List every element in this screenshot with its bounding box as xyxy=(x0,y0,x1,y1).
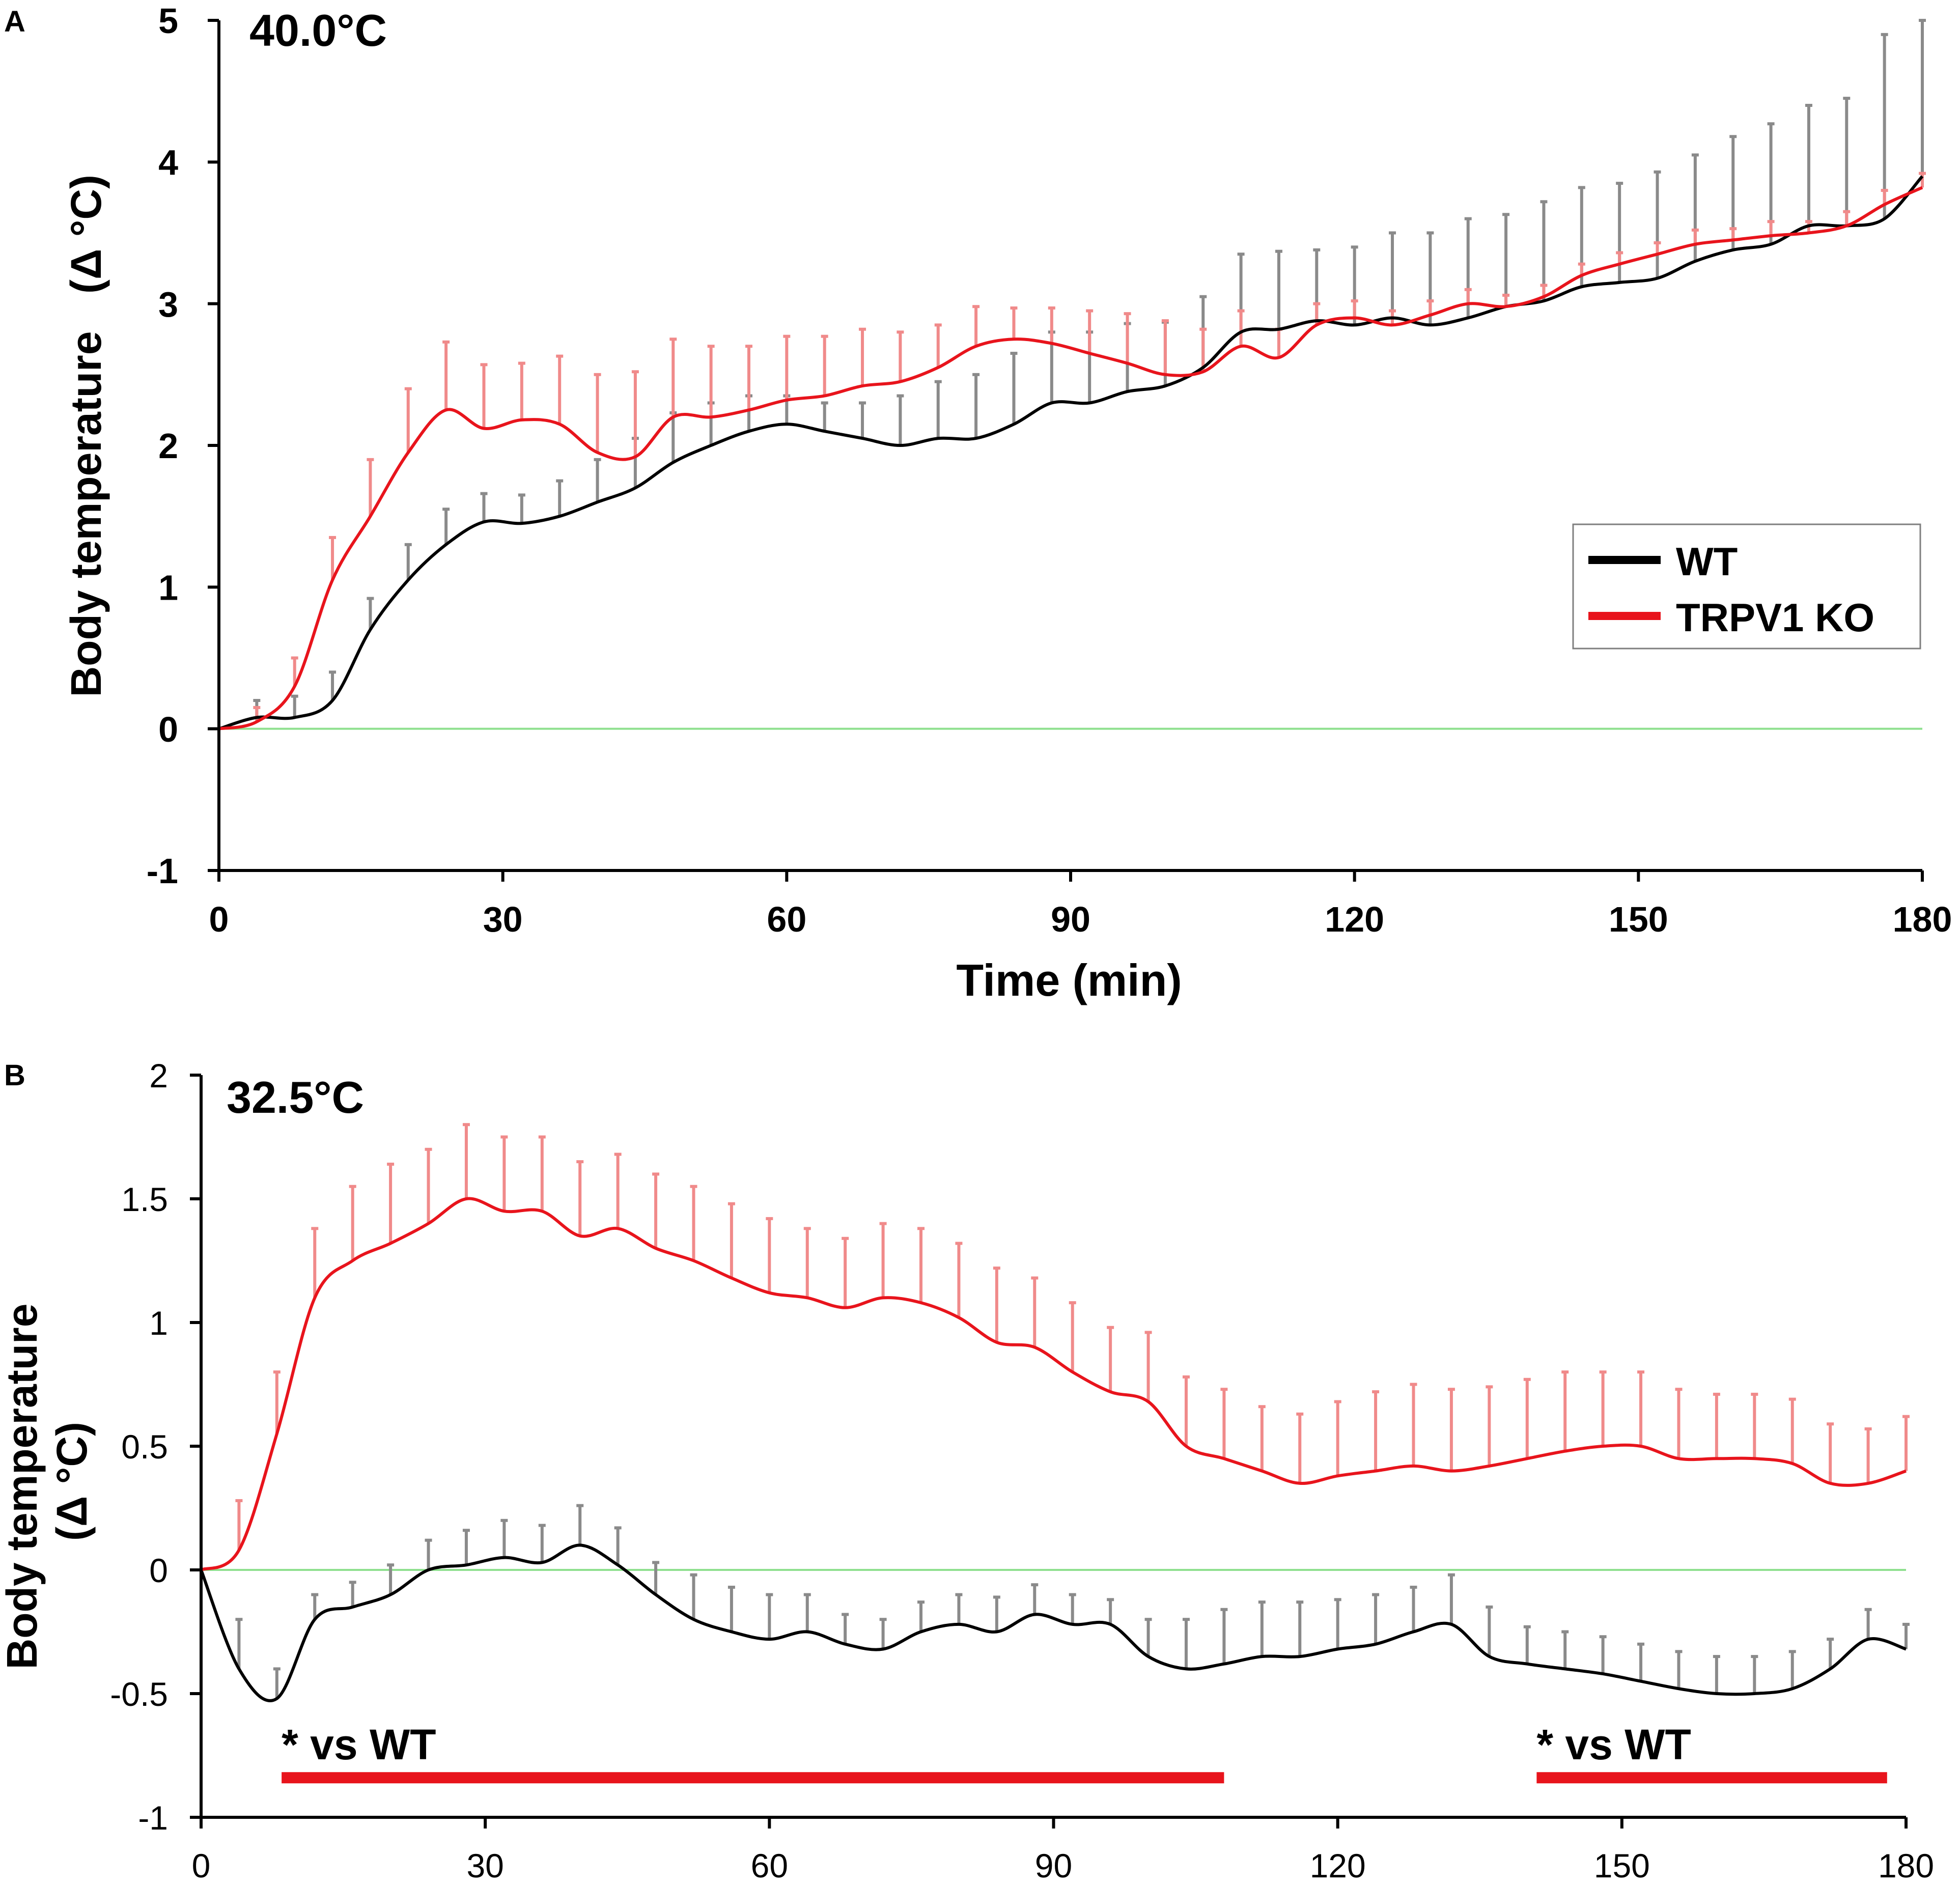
panel-b-axes xyxy=(200,1075,1906,1819)
y-tick-label: -0.5 xyxy=(110,1675,168,1713)
legend: WT TRPV1 KO xyxy=(1572,523,1921,650)
y-tick-label: 0.5 xyxy=(121,1428,168,1466)
x-tick-label: 30 xyxy=(483,899,523,939)
x-tick-label: 180 xyxy=(1893,899,1952,939)
panel-a-ylabel: Body temperature xyxy=(62,331,110,697)
x-tick-label: 30 xyxy=(466,1847,503,1884)
panel-b-label: B xyxy=(4,1059,25,1092)
panel-a-series-lines xyxy=(218,175,1924,730)
panel-a-ticks: -1 0 1 2 3 4 5 0 30 60 90 120 150 180 xyxy=(147,1,1952,939)
panel-b-error-bars xyxy=(235,1123,1910,1699)
series-line-wt xyxy=(218,175,1924,730)
panel-b: B 32.5°C Body temperature (Δ °C) -1 -0.5 0… xyxy=(0,1057,1934,1884)
x-tick-label: 120 xyxy=(1325,899,1384,939)
panel-b-ylabel: Body temperature xyxy=(0,1304,46,1670)
legend-wt-label: WT xyxy=(1676,539,1738,584)
y-tick-label: 3 xyxy=(158,285,178,324)
x-tick-label: 60 xyxy=(767,899,806,939)
series-line-trpv1-ko xyxy=(218,186,1923,730)
panel-b-ticks: -1 -0.5 0 0.5 1 1.5 2 0 30 60 90 120 150 180 xyxy=(110,1057,1934,1884)
y-tick-label: 5 xyxy=(158,1,178,41)
panel-a: A 40.0°C Body temperature (Δ °C) Time (m… xyxy=(4,1,1952,1005)
y-tick-label: 1.5 xyxy=(121,1180,168,1218)
legend-box xyxy=(1572,523,1921,650)
panel-a-error-bars xyxy=(253,19,1926,722)
y-tick-label: 1 xyxy=(149,1304,168,1342)
significance-label: * vs WT xyxy=(1536,1721,1691,1768)
x-tick-label: 150 xyxy=(1594,1847,1650,1884)
panel-a-xlabel: Time (min) xyxy=(956,955,1182,1005)
panel-a-label: A xyxy=(4,5,25,38)
panel-a-ylabel-unit: (Δ °C) xyxy=(62,175,110,294)
y-tick-label: 2 xyxy=(149,1057,168,1094)
y-tick-label: 4 xyxy=(158,143,178,183)
panel-b-condition: 32.5°C xyxy=(227,1072,364,1122)
significance-label: * vs WT xyxy=(282,1721,436,1768)
x-tick-label: 0 xyxy=(192,1847,211,1884)
series-line-wt xyxy=(200,1543,1907,1702)
y-tick-label: 1 xyxy=(158,568,178,608)
x-tick-label: 60 xyxy=(751,1847,788,1884)
panel-b-significance: * vs WT * vs WT xyxy=(282,1721,1887,1784)
y-tick-label: 0 xyxy=(149,1552,168,1589)
series-line-trpv1-ko xyxy=(200,1197,1907,1571)
panel-a-axes xyxy=(217,20,1922,872)
x-tick-label: 0 xyxy=(209,899,229,939)
y-tick-label: 0 xyxy=(158,710,178,749)
legend-ko-label: TRPV1 KO xyxy=(1676,595,1874,640)
x-tick-label: 90 xyxy=(1051,899,1090,939)
x-tick-label: 120 xyxy=(1310,1847,1366,1884)
x-tick-label: 150 xyxy=(1609,899,1668,939)
y-tick-label: -1 xyxy=(138,1799,168,1837)
x-tick-label: 90 xyxy=(1035,1847,1072,1884)
panel-b-ylabel-unit: (Δ °C) xyxy=(48,1422,96,1541)
panel-a-condition: 40.0°C xyxy=(249,5,387,55)
x-tick-label: 180 xyxy=(1878,1847,1934,1884)
y-tick-label: 2 xyxy=(158,426,178,466)
y-tick-label: -1 xyxy=(147,851,178,891)
panel-b-series-lines xyxy=(200,1197,1907,1702)
